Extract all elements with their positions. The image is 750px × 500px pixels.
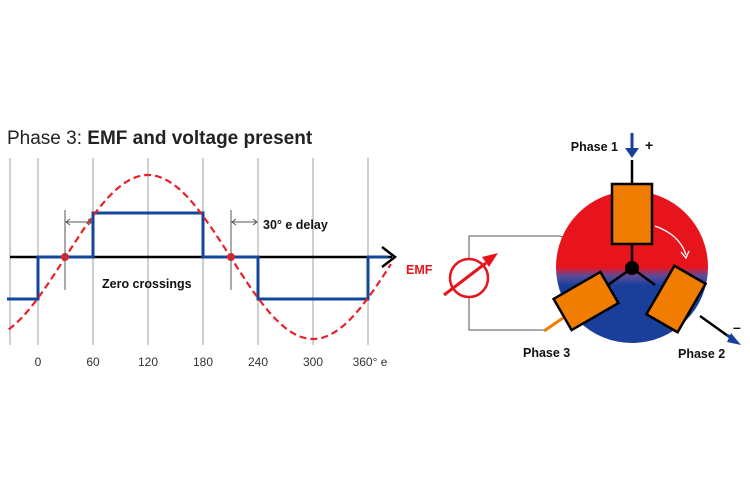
phase2-coil bbox=[644, 264, 708, 334]
motor-diagram: Phase 1 + Phase 2 – Phase 3 EMF bbox=[406, 133, 741, 361]
x-tick-label: 60 bbox=[86, 355, 100, 369]
rotation-arrowhead bbox=[680, 250, 690, 260]
phase2-label: Phase 2 bbox=[678, 347, 725, 361]
page-title: Phase 3: EMF and voltage present bbox=[7, 128, 312, 150]
zero-crossings-label: Zero crossings bbox=[102, 277, 192, 291]
x-tick-label: 0 bbox=[35, 355, 42, 369]
x-tick-labels: 0 60 120 180 240 300 360° e bbox=[35, 355, 388, 369]
x-axis-arrowhead bbox=[381, 246, 398, 268]
emf-meter-needle bbox=[443, 261, 487, 297]
x-tick-label: 300 bbox=[303, 355, 323, 369]
x-tick-label: 180 bbox=[193, 355, 213, 369]
phase3-coil-group bbox=[551, 270, 621, 332]
star-point bbox=[625, 261, 639, 275]
title-emphasis: EMF and voltage present bbox=[87, 128, 313, 149]
meter-wire-lower bbox=[468, 288, 545, 331]
phase3-label: Phase 3 bbox=[523, 346, 570, 360]
phase1-label: Phase 1 bbox=[571, 140, 618, 154]
delay-marker-right bbox=[230, 210, 258, 290]
emf-sine-wave bbox=[8, 173, 392, 341]
voltage-square-wave bbox=[7, 211, 388, 301]
grid-lines bbox=[9, 158, 369, 345]
emf-label: EMF bbox=[406, 263, 433, 277]
phase2-minus-sign: – bbox=[733, 319, 741, 335]
emf-meter-needle-tip bbox=[482, 253, 498, 267]
x-tick-label: 120 bbox=[138, 355, 158, 369]
phase2-current-arrowhead bbox=[727, 333, 741, 345]
phase1-coil bbox=[610, 182, 654, 246]
delay-marker-left bbox=[64, 210, 93, 290]
phase2-lead bbox=[699, 314, 729, 338]
phase3-coil bbox=[551, 270, 621, 332]
phase1-current-arrowhead bbox=[625, 148, 639, 158]
delay-label: 30° e delay bbox=[263, 218, 328, 232]
phase2-coil-group bbox=[644, 264, 708, 334]
waveform-diagram: 30° e delay Zero crossings 0 60 120 180 … bbox=[7, 158, 398, 369]
rotation-arrow bbox=[654, 225, 687, 256]
title-prefix: Phase 3: bbox=[7, 128, 88, 149]
phase1-plus-sign: + bbox=[645, 137, 653, 153]
x-tick-label: 240 bbox=[248, 355, 268, 369]
phase3-lead bbox=[543, 316, 564, 333]
x-tick-label: 360° e bbox=[353, 355, 388, 369]
